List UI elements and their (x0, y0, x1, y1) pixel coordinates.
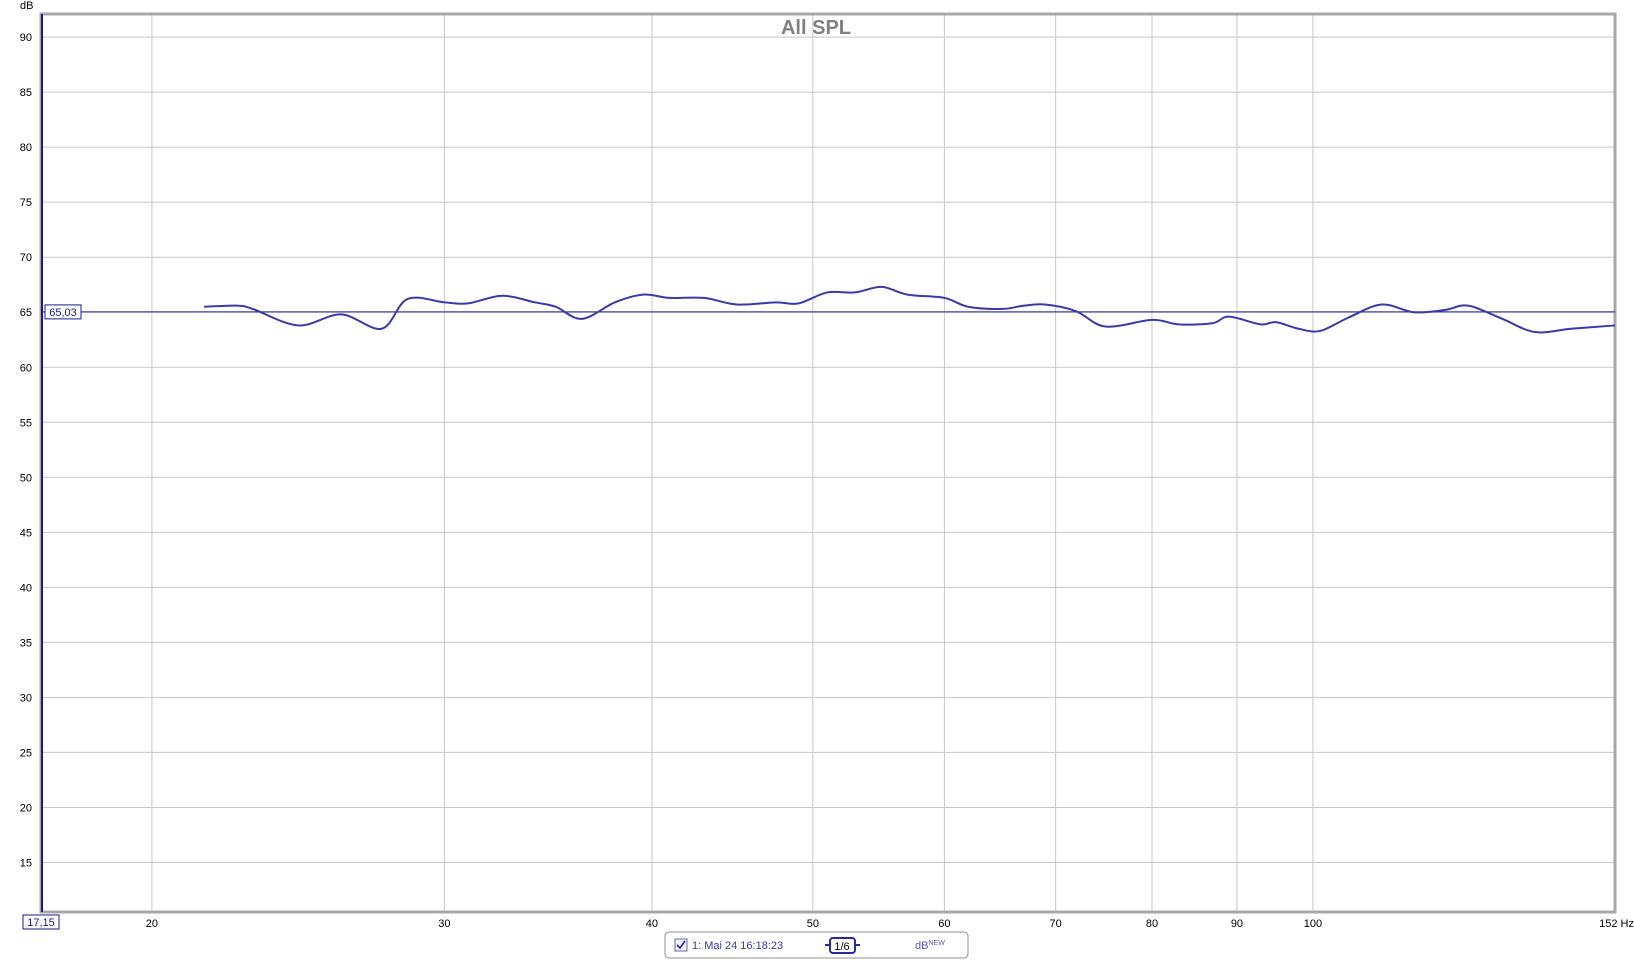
y-tick-label: 80 (20, 142, 32, 154)
svg-text:65,03: 65,03 (49, 307, 77, 319)
svg-text:17,15: 17,15 (27, 917, 55, 929)
y-cursor-readout: 65,03 (44, 304, 82, 320)
y-tick-label: 30 (20, 692, 32, 704)
legend: 1: Mai 24 16:18:23 1/6 dBNEW (664, 931, 969, 959)
x-tick-label: 60 (938, 918, 950, 930)
svg-text:1/6: 1/6 (834, 941, 849, 953)
legend-unit[interactable]: dBNEW (915, 940, 945, 952)
checkmark-icon (676, 940, 686, 950)
y-tick-label: 90 (20, 32, 32, 44)
x-tick-label: 100 (1304, 918, 1322, 930)
x-tick-label: 80 (1146, 918, 1158, 930)
plot-frame (39, 12, 1617, 914)
y-tick-label: 60 (20, 362, 32, 374)
x-cursor-readout: 17,15 (22, 914, 60, 930)
chart-title: All SPL (781, 17, 851, 39)
series-line (204, 285, 1616, 334)
y-axis-label: dB (20, 0, 33, 12)
y-tick-label: 85 (20, 87, 32, 99)
y-tick-label: 35 (20, 637, 32, 649)
y-tick-label: 25 (20, 747, 32, 759)
y-tick-label: 55 (20, 417, 32, 429)
x-axis-end-label: 152 Hz (1599, 918, 1634, 930)
y-tick-label: 45 (20, 527, 32, 539)
legend-checkbox[interactable] (674, 938, 688, 952)
x-tick-label: 20 (146, 918, 158, 930)
y-tick-label: 20 (20, 802, 32, 814)
smoothing-button[interactable]: 1/6 (825, 937, 860, 954)
x-tick-label: 30 (438, 918, 450, 930)
y-tick-label: 70 (20, 252, 32, 264)
x-tick-label: 40 (646, 918, 658, 930)
y-tick-label: 65 (20, 307, 32, 319)
legend-entry-label[interactable]: 1: Mai 24 16:18:23 (692, 940, 783, 952)
y-tick-label: 40 (20, 582, 32, 594)
y-tick-label: 15 (20, 857, 32, 869)
x-tick-label: 90 (1231, 918, 1243, 930)
y-tick-label: 75 (20, 197, 32, 209)
grid (41, 14, 1615, 912)
x-tick-label: 70 (1050, 918, 1062, 930)
y-tick-label: 50 (20, 472, 32, 484)
x-tick-label: 50 (807, 918, 819, 930)
